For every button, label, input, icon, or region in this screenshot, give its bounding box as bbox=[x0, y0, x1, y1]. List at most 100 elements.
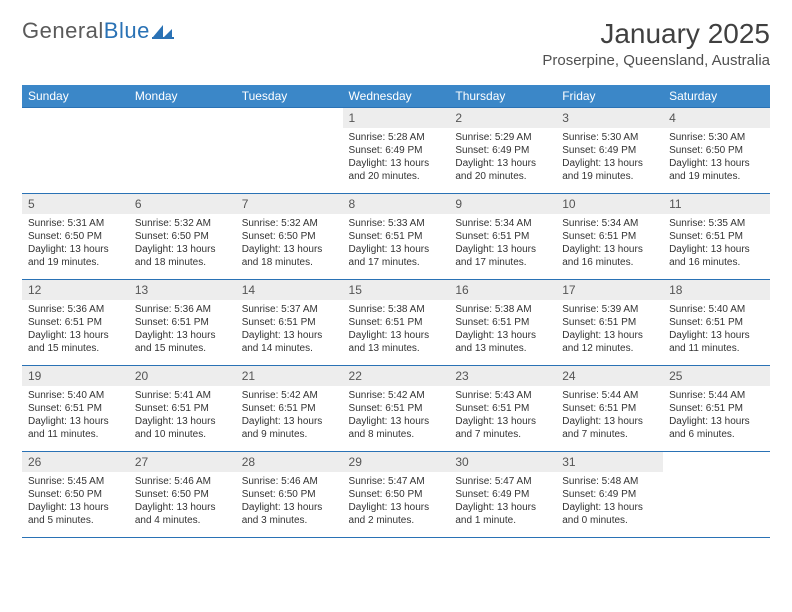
calendar-week-row: 26Sunrise: 5:45 AMSunset: 6:50 PMDayligh… bbox=[22, 452, 770, 538]
day-data: Sunrise: 5:45 AMSunset: 6:50 PMDaylight:… bbox=[22, 472, 129, 531]
calendar-day-cell: 7Sunrise: 5:32 AMSunset: 6:50 PMDaylight… bbox=[236, 194, 343, 280]
calendar-day-cell: 4Sunrise: 5:30 AMSunset: 6:50 PMDaylight… bbox=[663, 108, 770, 194]
day-number: 3 bbox=[556, 108, 663, 128]
calendar-day-cell: .. bbox=[129, 108, 236, 194]
day-data: Sunrise: 5:30 AMSunset: 6:50 PMDaylight:… bbox=[663, 128, 770, 187]
weekday-header: Sunday bbox=[22, 85, 129, 108]
day-number: 29 bbox=[343, 452, 450, 472]
day-number: 21 bbox=[236, 366, 343, 386]
location: Proserpine, Queensland, Australia bbox=[542, 52, 770, 69]
title-block: January 2025 Proserpine, Queensland, Aus… bbox=[542, 18, 770, 69]
logo-text-general: General bbox=[22, 18, 104, 43]
day-number: 7 bbox=[236, 194, 343, 214]
weekday-header: Saturday bbox=[663, 85, 770, 108]
calendar-day-cell: 29Sunrise: 5:47 AMSunset: 6:50 PMDayligh… bbox=[343, 452, 450, 538]
day-number: 16 bbox=[449, 280, 556, 300]
day-data: Sunrise: 5:44 AMSunset: 6:51 PMDaylight:… bbox=[556, 386, 663, 445]
day-data: Sunrise: 5:36 AMSunset: 6:51 PMDaylight:… bbox=[129, 300, 236, 359]
day-number: 14 bbox=[236, 280, 343, 300]
day-data: Sunrise: 5:39 AMSunset: 6:51 PMDaylight:… bbox=[556, 300, 663, 359]
weekday-header: Tuesday bbox=[236, 85, 343, 108]
month-title: January 2025 bbox=[542, 18, 770, 50]
day-data: Sunrise: 5:44 AMSunset: 6:51 PMDaylight:… bbox=[663, 386, 770, 445]
day-data: Sunrise: 5:42 AMSunset: 6:51 PMDaylight:… bbox=[236, 386, 343, 445]
day-data: Sunrise: 5:31 AMSunset: 6:50 PMDaylight:… bbox=[22, 214, 129, 273]
day-data: Sunrise: 5:35 AMSunset: 6:51 PMDaylight:… bbox=[663, 214, 770, 273]
calendar-day-cell: 23Sunrise: 5:43 AMSunset: 6:51 PMDayligh… bbox=[449, 366, 556, 452]
weekday-header: Monday bbox=[129, 85, 236, 108]
day-number: 28 bbox=[236, 452, 343, 472]
calendar-day-cell: 3Sunrise: 5:30 AMSunset: 6:49 PMDaylight… bbox=[556, 108, 663, 194]
calendar-day-cell: 15Sunrise: 5:38 AMSunset: 6:51 PMDayligh… bbox=[343, 280, 450, 366]
calendar-day-cell: 12Sunrise: 5:36 AMSunset: 6:51 PMDayligh… bbox=[22, 280, 129, 366]
day-data: Sunrise: 5:46 AMSunset: 6:50 PMDaylight:… bbox=[129, 472, 236, 531]
day-data: Sunrise: 5:47 AMSunset: 6:50 PMDaylight:… bbox=[343, 472, 450, 531]
weekday-header-row: SundayMondayTuesdayWednesdayThursdayFrid… bbox=[22, 85, 770, 108]
day-data: Sunrise: 5:48 AMSunset: 6:49 PMDaylight:… bbox=[556, 472, 663, 531]
weekday-header: Thursday bbox=[449, 85, 556, 108]
calendar-day-cell: 20Sunrise: 5:41 AMSunset: 6:51 PMDayligh… bbox=[129, 366, 236, 452]
calendar-day-cell: 9Sunrise: 5:34 AMSunset: 6:51 PMDaylight… bbox=[449, 194, 556, 280]
day-number: 30 bbox=[449, 452, 556, 472]
weekday-header: Friday bbox=[556, 85, 663, 108]
day-data: Sunrise: 5:36 AMSunset: 6:51 PMDaylight:… bbox=[22, 300, 129, 359]
calendar-week-row: 19Sunrise: 5:40 AMSunset: 6:51 PMDayligh… bbox=[22, 366, 770, 452]
logo-text: GeneralBlue bbox=[22, 18, 150, 44]
calendar-day-cell: 5Sunrise: 5:31 AMSunset: 6:50 PMDaylight… bbox=[22, 194, 129, 280]
day-data: Sunrise: 5:34 AMSunset: 6:51 PMDaylight:… bbox=[556, 214, 663, 273]
calendar-day-cell: .. bbox=[22, 108, 129, 194]
calendar-table: SundayMondayTuesdayWednesdayThursdayFrid… bbox=[22, 85, 770, 538]
day-number: 25 bbox=[663, 366, 770, 386]
day-data: Sunrise: 5:29 AMSunset: 6:49 PMDaylight:… bbox=[449, 128, 556, 187]
calendar-week-row: ......1Sunrise: 5:28 AMSunset: 6:49 PMDa… bbox=[22, 108, 770, 194]
calendar-day-cell: 31Sunrise: 5:48 AMSunset: 6:49 PMDayligh… bbox=[556, 452, 663, 538]
calendar-day-cell: 25Sunrise: 5:44 AMSunset: 6:51 PMDayligh… bbox=[663, 366, 770, 452]
calendar-week-row: 12Sunrise: 5:36 AMSunset: 6:51 PMDayligh… bbox=[22, 280, 770, 366]
day-data: Sunrise: 5:34 AMSunset: 6:51 PMDaylight:… bbox=[449, 214, 556, 273]
weekday-header: Wednesday bbox=[343, 85, 450, 108]
day-number: 1 bbox=[343, 108, 450, 128]
calendar-week-row: 5Sunrise: 5:31 AMSunset: 6:50 PMDaylight… bbox=[22, 194, 770, 280]
day-number: 26 bbox=[22, 452, 129, 472]
day-data: Sunrise: 5:32 AMSunset: 6:50 PMDaylight:… bbox=[129, 214, 236, 273]
day-number: 11 bbox=[663, 194, 770, 214]
logo-sail-icon bbox=[152, 23, 174, 39]
day-data: Sunrise: 5:37 AMSunset: 6:51 PMDaylight:… bbox=[236, 300, 343, 359]
calendar-day-cell: .. bbox=[663, 452, 770, 538]
day-data: Sunrise: 5:28 AMSunset: 6:49 PMDaylight:… bbox=[343, 128, 450, 187]
calendar-day-cell: 14Sunrise: 5:37 AMSunset: 6:51 PMDayligh… bbox=[236, 280, 343, 366]
day-number: 22 bbox=[343, 366, 450, 386]
calendar-day-cell: 26Sunrise: 5:45 AMSunset: 6:50 PMDayligh… bbox=[22, 452, 129, 538]
logo-text-blue: Blue bbox=[104, 18, 150, 43]
calendar-day-cell: 24Sunrise: 5:44 AMSunset: 6:51 PMDayligh… bbox=[556, 366, 663, 452]
day-number: 24 bbox=[556, 366, 663, 386]
day-data: Sunrise: 5:38 AMSunset: 6:51 PMDaylight:… bbox=[343, 300, 450, 359]
day-number: 12 bbox=[22, 280, 129, 300]
day-data: Sunrise: 5:46 AMSunset: 6:50 PMDaylight:… bbox=[236, 472, 343, 531]
day-number: 19 bbox=[22, 366, 129, 386]
calendar-day-cell: 2Sunrise: 5:29 AMSunset: 6:49 PMDaylight… bbox=[449, 108, 556, 194]
day-data: Sunrise: 5:38 AMSunset: 6:51 PMDaylight:… bbox=[449, 300, 556, 359]
header: GeneralBlue January 2025 Proserpine, Que… bbox=[22, 18, 770, 69]
day-number: 9 bbox=[449, 194, 556, 214]
day-number: 4 bbox=[663, 108, 770, 128]
day-number: 23 bbox=[449, 366, 556, 386]
day-data: Sunrise: 5:32 AMSunset: 6:50 PMDaylight:… bbox=[236, 214, 343, 273]
day-data: Sunrise: 5:33 AMSunset: 6:51 PMDaylight:… bbox=[343, 214, 450, 273]
calendar-day-cell: 10Sunrise: 5:34 AMSunset: 6:51 PMDayligh… bbox=[556, 194, 663, 280]
day-number: 27 bbox=[129, 452, 236, 472]
calendar-day-cell: 11Sunrise: 5:35 AMSunset: 6:51 PMDayligh… bbox=[663, 194, 770, 280]
calendar-day-cell: 16Sunrise: 5:38 AMSunset: 6:51 PMDayligh… bbox=[449, 280, 556, 366]
day-number: 10 bbox=[556, 194, 663, 214]
calendar-day-cell: 27Sunrise: 5:46 AMSunset: 6:50 PMDayligh… bbox=[129, 452, 236, 538]
calendar-day-cell: 28Sunrise: 5:46 AMSunset: 6:50 PMDayligh… bbox=[236, 452, 343, 538]
logo: GeneralBlue bbox=[22, 18, 174, 44]
day-number: 18 bbox=[663, 280, 770, 300]
calendar-day-cell: 19Sunrise: 5:40 AMSunset: 6:51 PMDayligh… bbox=[22, 366, 129, 452]
calendar-day-cell: 22Sunrise: 5:42 AMSunset: 6:51 PMDayligh… bbox=[343, 366, 450, 452]
day-data: Sunrise: 5:40 AMSunset: 6:51 PMDaylight:… bbox=[663, 300, 770, 359]
calendar-day-cell: 6Sunrise: 5:32 AMSunset: 6:50 PMDaylight… bbox=[129, 194, 236, 280]
day-number: 15 bbox=[343, 280, 450, 300]
calendar-day-cell: 8Sunrise: 5:33 AMSunset: 6:51 PMDaylight… bbox=[343, 194, 450, 280]
day-number: 6 bbox=[129, 194, 236, 214]
